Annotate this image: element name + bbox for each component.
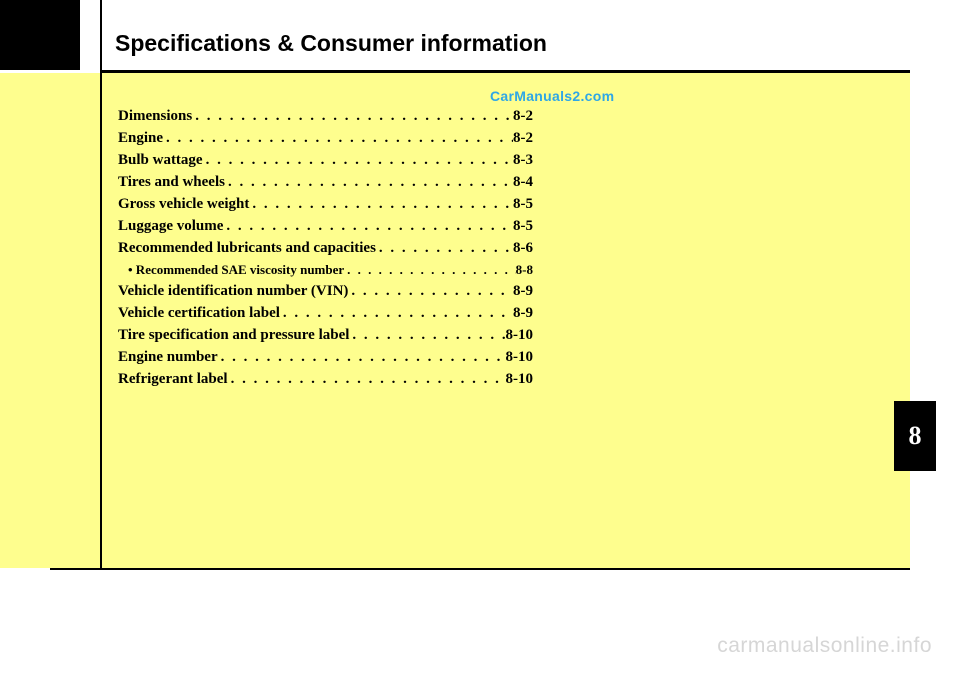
bottom-rule (50, 568, 910, 570)
toc-page: 8-10 (506, 371, 534, 388)
toc-row: Engine 8-2 (118, 130, 533, 147)
toc-page: 8-5 (513, 218, 533, 235)
watermark-bottom: carmanualsonline.info (717, 634, 932, 658)
toc-dots (223, 218, 513, 235)
toc-dots (249, 196, 513, 213)
toc-row: Bulb wattage 8-3 (118, 152, 533, 169)
toc-row: Dimensions 8-2 (118, 108, 533, 125)
toc-label: Luggage volume (118, 218, 223, 235)
chapter-tab: 8 (894, 401, 936, 471)
toc-page: 8-4 (513, 174, 533, 191)
toc-page: 8-8 (516, 262, 533, 278)
toc-page: 8-2 (513, 108, 533, 125)
toc-dots (203, 152, 513, 169)
toc-page: 8-10 (506, 349, 534, 366)
toc-label: Recommended lubricants and capacities (118, 240, 376, 257)
toc-row: Refrigerant label 8-10 (118, 371, 533, 388)
toc-dots (192, 108, 513, 125)
toc-row: Tires and wheels 8-4 (118, 174, 533, 191)
toc-dots (163, 130, 513, 147)
title-rule (100, 70, 910, 73)
toc-page: 8-6 (513, 240, 533, 257)
chapter-number: 8 (909, 421, 922, 451)
toc-page: 8-10 (506, 327, 534, 344)
toc-row: Recommended lubricants and capacities 8-6 (118, 240, 533, 257)
toc-label: Dimensions (118, 108, 192, 125)
toc-label: Tire specification and pressure label (118, 327, 349, 344)
toc-label: Engine number (118, 349, 218, 366)
vertical-rule (100, 0, 102, 568)
toc-label: • Recommended SAE viscosity number (128, 262, 344, 278)
table-of-contents: Dimensions 8-2 Engine 8-2 Bulb wattage 8-3 Tir… (118, 108, 533, 393)
toc-page: 8-9 (513, 305, 533, 322)
toc-page: 8-9 (513, 283, 533, 300)
toc-row: Vehicle identification number (VIN) 8-9 (118, 283, 533, 300)
toc-dots (280, 305, 513, 322)
toc-page: 8-3 (513, 152, 533, 169)
toc-label: Gross vehicle weight (118, 196, 249, 213)
toc-row: Tire specification and pressure label 8-1… (118, 327, 533, 344)
toc-dots (344, 262, 515, 278)
corner-box (0, 0, 80, 70)
toc-row: Luggage volume 8-5 (118, 218, 533, 235)
toc-dots (228, 371, 506, 388)
toc-page: 8-5 (513, 196, 533, 213)
toc-row: • Recommended SAE viscosity number 8-8 (118, 262, 533, 278)
toc-page: 8-2 (513, 130, 533, 147)
toc-dots (218, 349, 506, 366)
toc-dots (376, 240, 513, 257)
toc-dots (348, 283, 513, 300)
toc-label: Vehicle identification number (VIN) (118, 283, 348, 300)
toc-dots (225, 174, 513, 191)
toc-label: Vehicle certification label (118, 305, 280, 322)
chapter-title: Specifications & Consumer information (115, 30, 547, 57)
watermark-top: CarManuals2.com (490, 88, 614, 104)
toc-label: Engine (118, 130, 163, 147)
toc-label: Bulb wattage (118, 152, 203, 169)
page-frame: Specifications & Consumer information Ca… (0, 0, 960, 676)
toc-row: Gross vehicle weight 8-5 (118, 196, 533, 213)
toc-row: Vehicle certification label 8-9 (118, 305, 533, 322)
toc-row: Engine number 8-10 (118, 349, 533, 366)
toc-label: Tires and wheels (118, 174, 225, 191)
toc-label: Refrigerant label (118, 371, 228, 388)
toc-dots (349, 327, 505, 344)
